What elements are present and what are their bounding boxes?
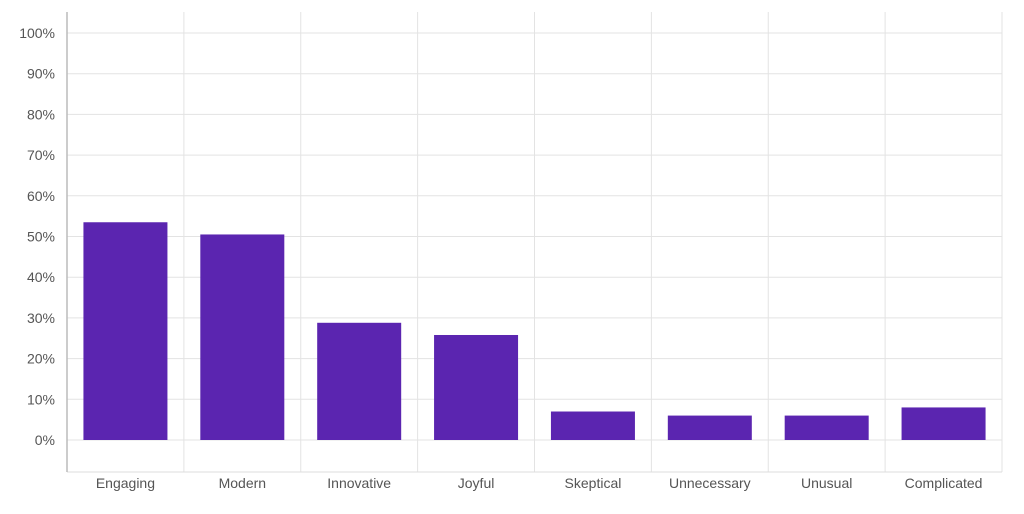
x-tick-label: Unusual bbox=[801, 475, 852, 491]
y-tick-label: 60% bbox=[27, 188, 55, 204]
y-tick-label: 40% bbox=[27, 269, 55, 285]
x-tick-label: Joyful bbox=[458, 475, 495, 491]
x-tick-label: Modern bbox=[219, 475, 266, 491]
y-tick-label: 90% bbox=[27, 66, 55, 82]
x-tick-label: Unnecessary bbox=[669, 475, 751, 491]
bar-unusual bbox=[784, 415, 869, 440]
bar-joyful bbox=[434, 334, 519, 440]
x-tick-label: Complicated bbox=[905, 475, 983, 491]
y-tick-label: 50% bbox=[27, 229, 55, 245]
y-axis-ticks: 100% 90% 80% 70% 60% 50% 40% 30% 20% 10% 0% bbox=[19, 25, 55, 448]
x-axis-labels: Engaging Modern Innovative Joyful Skeptical U… bbox=[96, 475, 983, 491]
x-tick-label: Skeptical bbox=[565, 475, 622, 491]
y-tick-label: 0% bbox=[35, 432, 55, 448]
y-tick-label: 30% bbox=[27, 310, 55, 326]
y-tick-label: 80% bbox=[27, 106, 55, 122]
bar-complicated bbox=[901, 407, 986, 440]
bar-unnecessary bbox=[667, 415, 752, 440]
x-tick-label: Innovative bbox=[327, 475, 391, 491]
x-tick-label: Engaging bbox=[96, 475, 155, 491]
y-tick-label: 20% bbox=[27, 351, 55, 367]
bar-skeptical bbox=[550, 411, 635, 440]
bar-innovative bbox=[317, 322, 402, 440]
bar-modern bbox=[200, 234, 285, 440]
bars bbox=[83, 222, 986, 440]
y-tick-label: 100% bbox=[19, 25, 55, 41]
y-tick-label: 10% bbox=[27, 391, 55, 407]
bar-engaging bbox=[83, 222, 168, 440]
y-tick-label: 70% bbox=[27, 147, 55, 163]
